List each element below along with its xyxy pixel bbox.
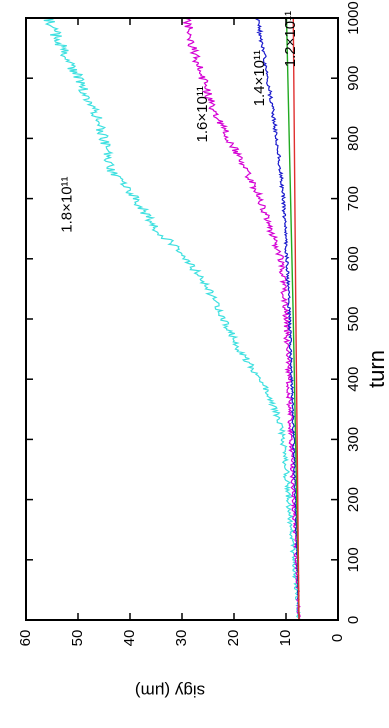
y-tick-label: 30 xyxy=(173,630,190,647)
y-tick-label: 0 xyxy=(329,634,346,642)
annotation-layer: 1.8×10¹¹ 1.6×10¹¹ 1.4×10¹¹ 1.2×10¹¹ xyxy=(59,11,300,233)
x-tick-label: 500 xyxy=(345,306,362,331)
series-annotation: 1.6×10¹¹ xyxy=(194,86,211,142)
tick-layer: 0 100 200 300 400 500 600 700 800 900 1000 0 10 20 30 4… xyxy=(17,1,362,646)
x-tick-label: 0 xyxy=(345,616,362,624)
y-tick-label: 10 xyxy=(277,630,294,647)
series-line xyxy=(255,18,300,620)
y-tick-label: 20 xyxy=(225,630,242,647)
series-line xyxy=(292,18,300,620)
series-annotation: 1.4×10¹¹ xyxy=(251,50,268,106)
x-tick-label: 400 xyxy=(345,367,362,392)
y-tick-label: 60 xyxy=(17,630,34,647)
x-tick-label: 100 xyxy=(345,547,362,572)
series-line xyxy=(285,18,300,620)
series-annotation: 1.8×10¹¹ xyxy=(59,176,76,232)
series-line xyxy=(43,18,301,620)
axis-label-layer: turn sigy (μm) xyxy=(135,350,389,700)
x-tick-label: 200 xyxy=(345,487,362,512)
x-tick-label: 900 xyxy=(345,66,362,91)
series-layer xyxy=(43,18,301,620)
y-tick-label: 40 xyxy=(121,630,138,647)
y-axis-label: sigy (μm) xyxy=(135,682,205,701)
y-tick-label: 50 xyxy=(69,630,86,647)
series-annotation: 1.2×10¹¹ xyxy=(282,11,299,67)
x-tick-label: 1000 xyxy=(345,1,362,34)
series-line xyxy=(181,18,301,620)
x-tick-label: 600 xyxy=(345,246,362,271)
x-tick-label: 300 xyxy=(345,427,362,452)
x-axis-label: turn xyxy=(364,350,389,388)
x-tick-label: 700 xyxy=(345,186,362,211)
x-tick-label: 800 xyxy=(345,126,362,151)
